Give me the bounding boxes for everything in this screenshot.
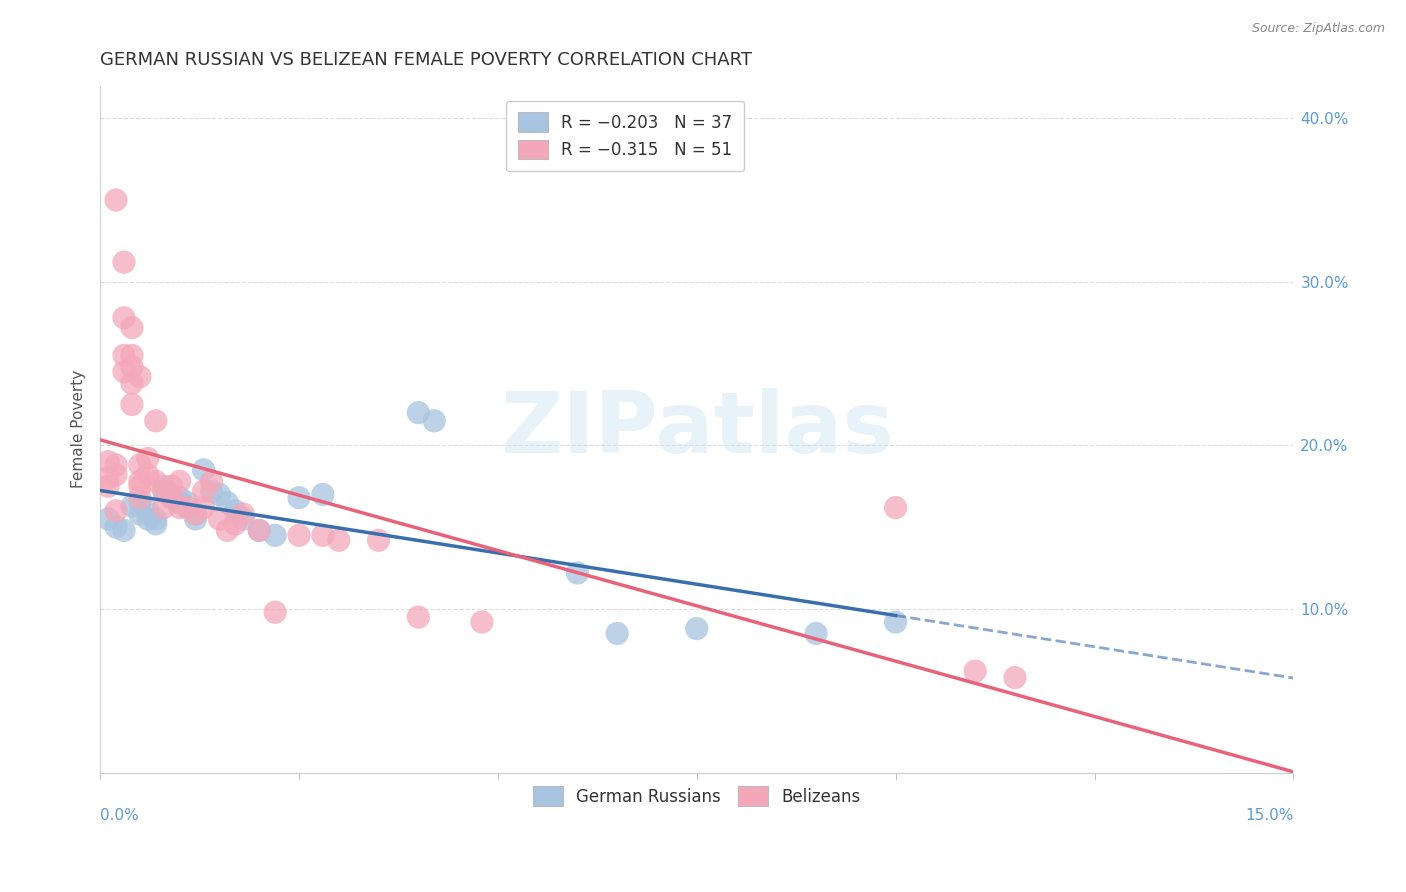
Point [129,479,152,493]
Point [965,664,987,678]
Text: 0.0%: 0.0% [100,808,139,823]
Point [136,451,159,466]
Point [264,605,287,619]
Point [152,479,174,493]
Point [160,491,183,505]
Point [328,533,350,548]
Point [129,491,152,505]
Point [288,491,311,505]
Point [129,507,152,521]
Point [184,507,207,521]
Point [169,491,191,505]
Point [129,369,152,384]
Point [408,610,430,624]
Point [471,615,494,629]
Point [145,512,167,526]
Point [97,471,120,485]
Point [200,475,222,489]
Point [97,479,120,493]
Point [884,615,907,629]
Point [112,365,135,379]
Point [152,484,174,499]
Point [288,528,311,542]
Point [176,500,198,515]
Point [176,495,198,509]
Point [408,406,430,420]
Point [121,320,143,334]
Point [367,533,389,548]
Point [312,487,335,501]
Point [160,491,183,505]
Point [112,255,135,269]
Point [97,455,120,469]
Point [129,495,152,509]
Point [121,499,143,513]
Point [105,458,128,472]
Point [105,193,128,207]
Point [145,414,167,428]
Text: GERMAN RUSSIAN VS BELIZEAN FEMALE POVERTY CORRELATION CHART: GERMAN RUSSIAN VS BELIZEAN FEMALE POVERT… [100,51,752,69]
Point [232,507,254,521]
Point [247,524,270,538]
Point [884,500,907,515]
Point [105,520,128,534]
Point [169,500,191,515]
Point [152,484,174,499]
Point [105,467,128,482]
Point [169,475,191,489]
Point [105,504,128,518]
Point [224,516,246,531]
Point [606,626,628,640]
Point [136,467,159,482]
Y-axis label: Female Poverty: Female Poverty [72,370,86,488]
Point [208,512,231,526]
Point [152,500,174,515]
Point [200,484,222,499]
Point [145,516,167,531]
Point [184,507,207,521]
Point [112,348,135,362]
Point [121,376,143,391]
Point [169,495,191,509]
Point [112,310,135,325]
Point [136,504,159,518]
Point [193,463,215,477]
Point [121,348,143,362]
Point [160,487,183,501]
Point [145,475,167,489]
Point [121,359,143,374]
Point [264,528,287,542]
Point [129,458,152,472]
Point [686,622,709,636]
Point [217,524,239,538]
Point [423,414,446,428]
Point [136,512,159,526]
Text: 15.0%: 15.0% [1244,808,1294,823]
Point [121,397,143,411]
Legend: German Russians, Belizeans: German Russians, Belizeans [526,780,868,813]
Point [312,528,335,542]
Point [129,475,152,489]
Point [224,504,246,518]
Point [193,500,215,515]
Point [247,524,270,538]
Point [567,566,589,580]
Point [184,512,207,526]
Text: ZIPatlas: ZIPatlas [501,387,894,470]
Text: Source: ZipAtlas.com: Source: ZipAtlas.com [1251,22,1385,36]
Point [97,512,120,526]
Point [804,626,827,640]
Point [160,479,183,493]
Point [208,487,231,501]
Point [112,524,135,538]
Point [232,512,254,526]
Point [193,484,215,499]
Point [1004,671,1026,685]
Point [176,500,198,515]
Point [217,495,239,509]
